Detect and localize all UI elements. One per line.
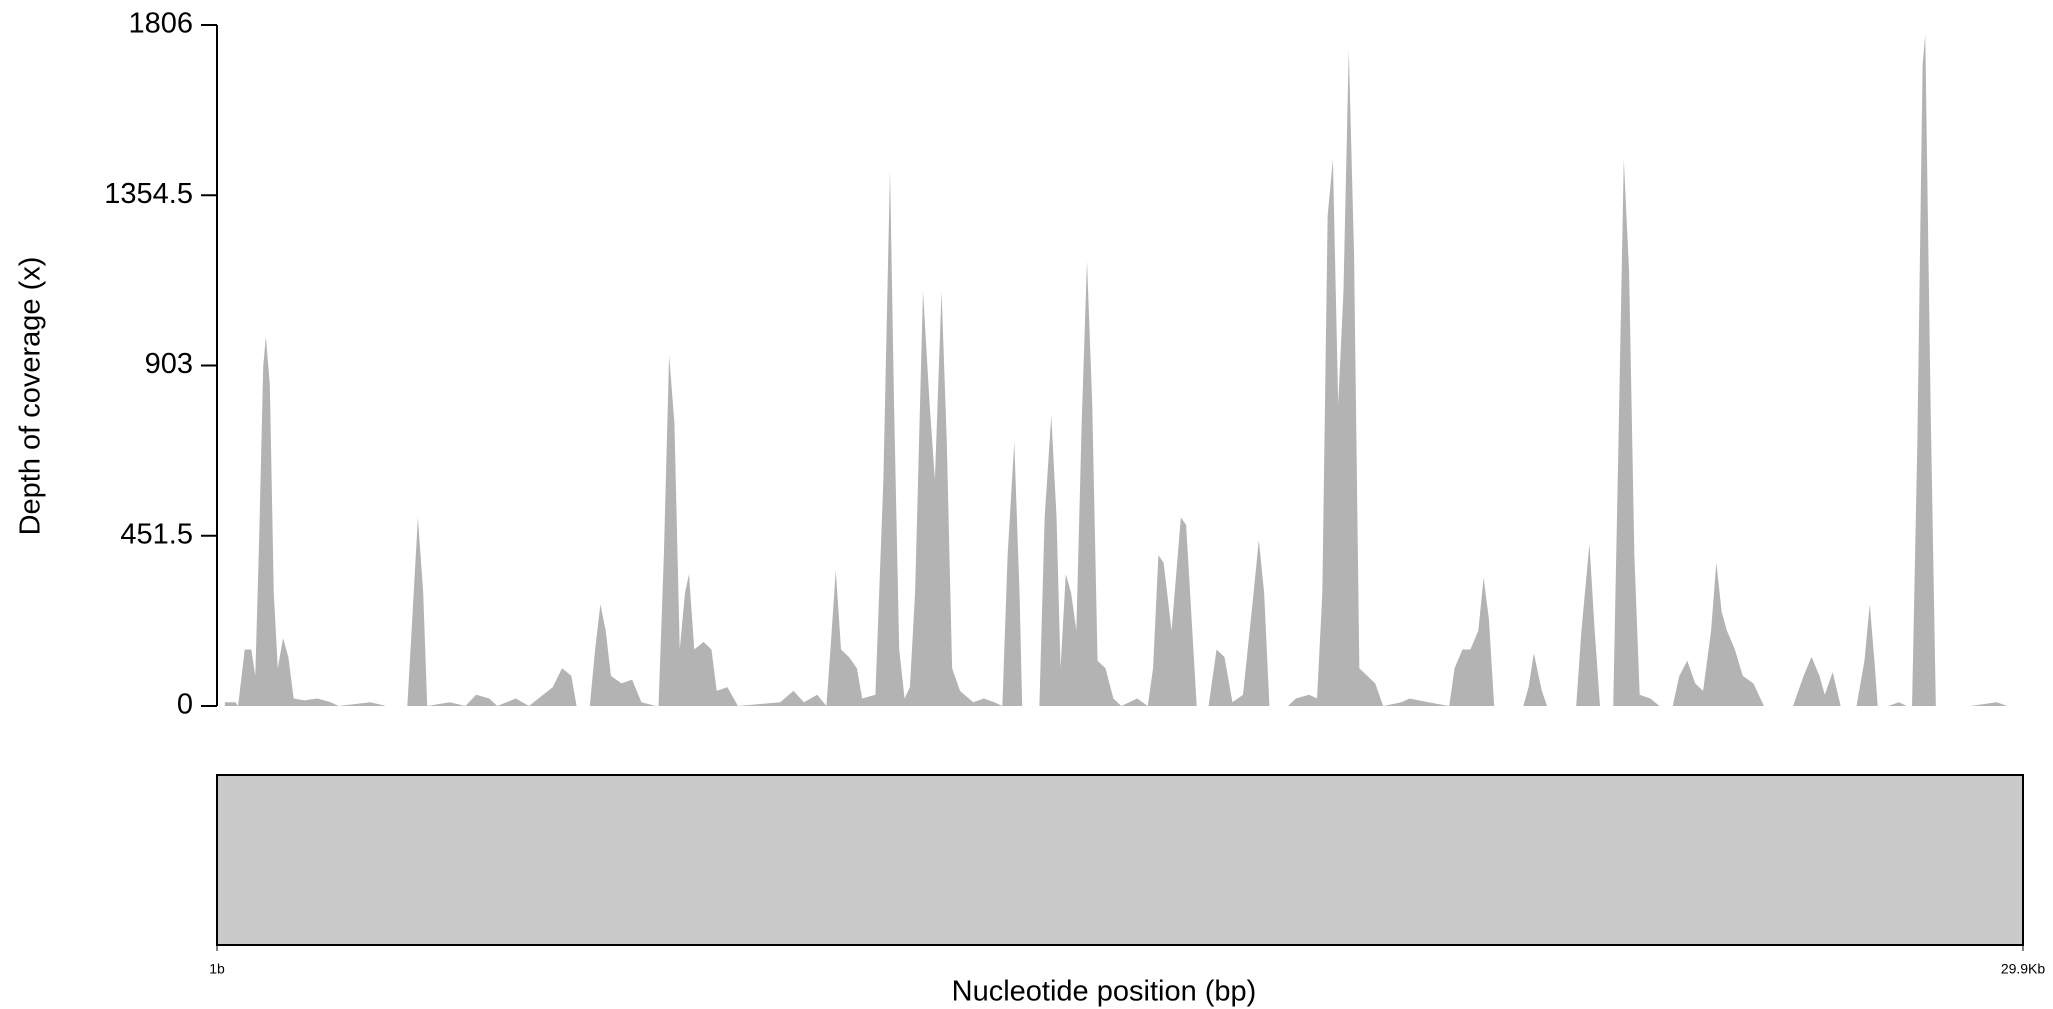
x-axis-title: Nucleotide position (bp) (952, 976, 1257, 1008)
y-tick-label: 451.5 (120, 518, 193, 550)
x-tick-label: 1b (209, 961, 225, 977)
y-tick-label: 1354.5 (104, 178, 193, 210)
y-tick-label: 0 (177, 689, 193, 721)
coverage-area (224, 34, 2008, 707)
y-tick-label: 1806 (128, 8, 193, 40)
genome-track (216, 774, 2024, 946)
y-tick-label: 903 (145, 348, 193, 380)
x-tick-label: 29.9Kb (2001, 961, 2046, 977)
y-axis-title: Depth of coverage (x) (15, 257, 47, 536)
